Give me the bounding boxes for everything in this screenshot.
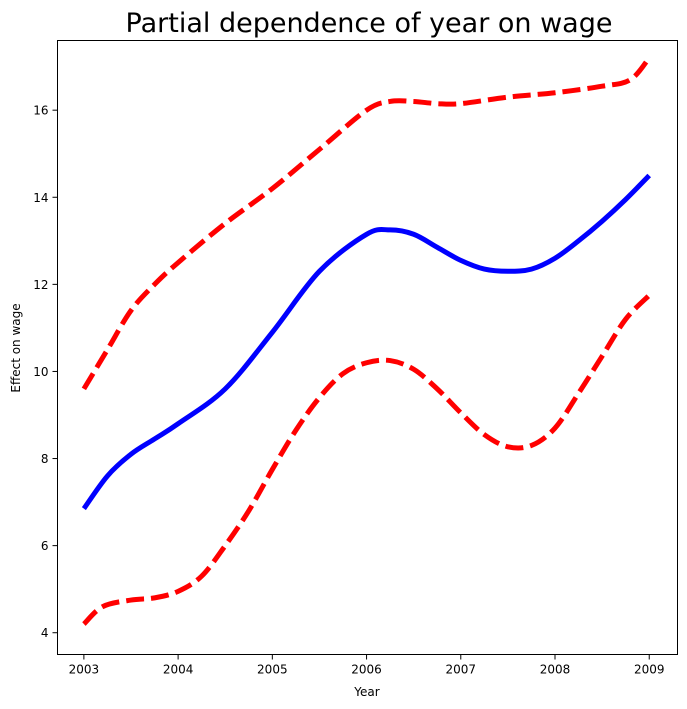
y-axis: 4 6 8 10 12 14 16: [33, 104, 58, 640]
y-tick-label: 12: [33, 278, 48, 292]
plot-frame: [57, 40, 678, 655]
y-tick-label: 16: [33, 104, 48, 118]
plot-lines: [81, 56, 652, 626]
x-tick-label: 2009: [634, 663, 665, 677]
x-tick-label: 2008: [540, 663, 571, 677]
x-tick-label: 2004: [163, 663, 194, 677]
series-line-upper-confidence-bound: [81, 56, 652, 391]
x-tick-label: 2003: [69, 663, 100, 677]
series-line-fitted: [81, 173, 652, 511]
y-tick-label: 14: [33, 191, 48, 205]
x-tick-label: 2006: [351, 663, 382, 677]
y-tick-label: 6: [41, 539, 49, 553]
x-tick-label: 2007: [446, 663, 477, 677]
chart-title: Partial dependence of year on wage: [126, 8, 613, 39]
x-axis: 2003 2004 2005 2006 2007 2008 2009: [69, 654, 665, 677]
y-axis-label: Effect on wage: [9, 303, 23, 392]
y-tick-label: 8: [41, 452, 49, 466]
x-axis-label: Year: [353, 685, 379, 699]
y-tick-label: 4: [41, 626, 49, 640]
x-tick-label: 2005: [257, 663, 288, 677]
series-line-lower-confidence-bound: [82, 293, 652, 626]
y-tick-label: 10: [33, 365, 48, 379]
